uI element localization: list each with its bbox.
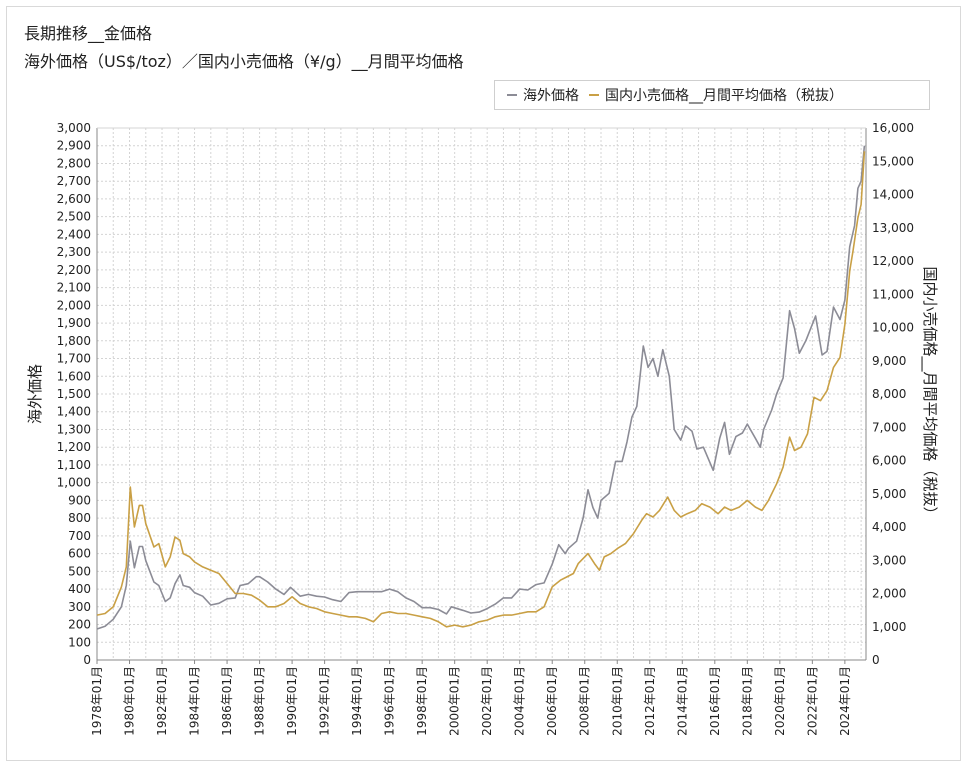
y2-tick-label: 13,000 (872, 221, 914, 235)
y2-tick-label: 16,000 (872, 121, 914, 135)
x-tick-label: 1982年01月 (155, 666, 169, 736)
chart-title: 長期推移__金価格 (24, 24, 153, 43)
y-tick-label: 900 (68, 493, 91, 507)
x-tick-label: 2012年01月 (643, 666, 657, 736)
x-tick-label: 2010年01月 (610, 666, 624, 736)
y2-tick-label: 4,000 (872, 520, 906, 534)
x-tick-label: 1984年01月 (188, 666, 202, 736)
y-tick-label: 100 (68, 635, 91, 649)
y-tick-label: 1,100 (57, 458, 91, 472)
x-tick-label: 2006年01月 (545, 666, 559, 736)
y2-tick-label: 0 (872, 653, 880, 667)
y-tick-label: 1,800 (57, 334, 91, 348)
x-tick-label: 1988年01月 (253, 666, 267, 736)
y-tick-label: 1,500 (57, 387, 91, 401)
y-tick-label: 1,200 (57, 440, 91, 454)
y-tick-label: 2,000 (57, 298, 91, 312)
y-tick-label: 3,000 (57, 121, 91, 135)
x-tick-label: 2008年01月 (578, 666, 592, 736)
series-line-domestic (96, 151, 866, 628)
y-tick-label: 700 (68, 529, 91, 543)
y-tick-label: 800 (68, 511, 91, 525)
legend-label-domestic: 国内小売価格__月間平均価格（税抜） (605, 88, 843, 104)
x-tick-label: 1992年01月 (318, 666, 332, 736)
y-tick-label: 1,900 (57, 316, 91, 330)
x-tick-label: 2018年01月 (740, 666, 754, 736)
y-tick-label: 2,200 (57, 263, 91, 277)
y2-tick-label: 14,000 (872, 188, 914, 202)
x-tick-label: 2016年01月 (708, 666, 722, 736)
y-tick-label: 1,700 (57, 352, 91, 366)
y2-tick-label: 2,000 (872, 587, 906, 601)
legend-swatch-domestic (589, 94, 599, 96)
y-tick-label: 1,000 (57, 476, 91, 490)
y2-tick-label: 6,000 (872, 454, 906, 468)
legend: 海外価格 国内小売価格__月間平均価格（税抜） (494, 80, 930, 110)
y2-tick-label: 10,000 (872, 321, 914, 335)
x-tick-label: 2002年01月 (480, 666, 494, 736)
y2-tick-label: 9,000 (872, 354, 906, 368)
y2-tick-label: 12,000 (872, 254, 914, 268)
y-axis-title: 海外価格 (26, 364, 44, 424)
x-tick-label: 2024年01月 (838, 666, 852, 736)
chart-subtitle: 海外価格（US$/toz）／国内小売価格（¥/g）__月間平均価格 (24, 52, 464, 71)
x-tick-label: 2020年01月 (773, 666, 787, 736)
y2-tick-label: 11,000 (872, 287, 914, 301)
y-tick-label: 1,400 (57, 405, 91, 419)
y-tick-label: 2,500 (57, 210, 91, 224)
x-tick-label: 1986年01月 (220, 666, 234, 736)
x-tick-label: 2000年01月 (448, 666, 462, 736)
x-tick-label: 1978年01月 (90, 666, 104, 736)
x-tick-label: 1990年01月 (285, 666, 299, 736)
x-tick-label: 2022年01月 (805, 666, 819, 736)
y-tick-label: 2,400 (57, 227, 91, 241)
y2-tick-label: 1,000 (872, 620, 906, 634)
y-tick-label: 1,600 (57, 369, 91, 383)
y2-tick-label: 8,000 (872, 387, 906, 401)
legend-label-overseas: 海外価格 (523, 88, 579, 104)
legend-swatch-overseas (507, 94, 517, 96)
y-tick-label: 500 (68, 564, 91, 578)
y-tick-label: 2,100 (57, 281, 91, 295)
y-tick-label: 2,900 (57, 139, 91, 153)
y2-tick-label: 15,000 (872, 154, 914, 168)
y2-tick-label: 7,000 (872, 420, 906, 434)
legend-item-domestic[interactable]: 国内小売価格__月間平均価格（税抜） (589, 85, 843, 105)
y-tick-label: 400 (68, 582, 91, 596)
x-tick-label: 1998年01月 (415, 666, 429, 736)
x-tick-label: 2004年01月 (513, 666, 527, 736)
y-tick-label: 2,700 (57, 174, 91, 188)
x-tick-label: 1980年01月 (123, 666, 137, 736)
x-tick-label: 2014年01月 (675, 666, 689, 736)
y2-tick-label: 3,000 (872, 553, 906, 567)
series-line-overseas (96, 145, 866, 630)
legend-item-overseas[interactable]: 海外価格 (507, 85, 579, 105)
y-tick-label: 1,300 (57, 422, 91, 436)
chart-frame (6, 6, 961, 761)
y-tick-label: 2,300 (57, 245, 91, 259)
y-tick-label: 2,800 (57, 156, 91, 170)
y-tick-label: 2,600 (57, 192, 91, 206)
y-tick-label: 0 (83, 653, 91, 667)
y2-tick-label: 5,000 (872, 487, 906, 501)
y-tick-label: 300 (68, 600, 91, 614)
y-tick-label: 200 (68, 618, 91, 632)
x-tick-label: 1994年01月 (350, 666, 364, 736)
y-tick-label: 600 (68, 547, 91, 561)
x-tick-label: 1996年01月 (383, 666, 397, 736)
y2-axis-title: 国内小売価格__月間平均価格（税抜） (920, 266, 939, 521)
